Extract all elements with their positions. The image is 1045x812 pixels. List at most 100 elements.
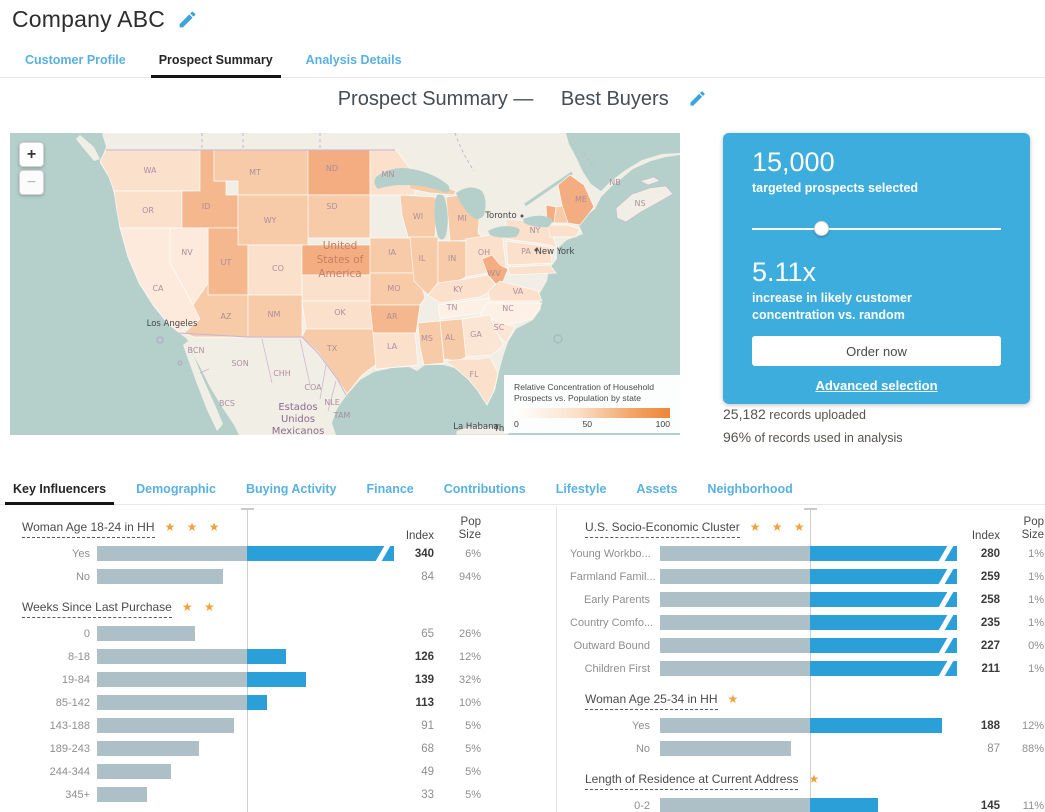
tab-prospect-summary[interactable]: Prospect Summary: [150, 53, 281, 78]
index-value: 87: [987, 742, 1000, 755]
influencer-attribute-title[interactable]: U.S. Socio-Economic Cluster: [585, 520, 740, 538]
map-region-label: WY: [264, 216, 277, 225]
map-region-label: COA: [304, 383, 322, 392]
summary-title-prefix: Prospect Summary —: [337, 88, 534, 110]
index-bar: [660, 718, 960, 733]
influencer-row: No 84 94%: [0, 565, 548, 588]
importance-stars: ★ ★ ★: [164, 520, 224, 534]
bar-truncation-break: [938, 591, 954, 608]
legend-tick-100: 100: [655, 419, 670, 430]
importance-stars: ★: [808, 772, 824, 786]
pop-size-value: 1%: [1028, 547, 1044, 560]
page-title: Company ABC: [12, 6, 166, 32]
influencer-tab-assets[interactable]: Assets: [636, 482, 678, 496]
influencer-tab-contributions[interactable]: Contributions: [443, 482, 526, 496]
influencer-attribute-title[interactable]: Weeks Since Last Purchase: [22, 600, 172, 618]
influencer-row: Early Parents 258 1%: [570, 588, 1045, 611]
index-bar: [97, 545, 397, 562]
index-bar: [97, 672, 397, 687]
row-label: Yes: [632, 719, 650, 732]
pop-size-value: 1%: [1028, 593, 1044, 606]
pop-size-value: 5%: [465, 765, 481, 778]
legend-tick-50: 50: [582, 419, 592, 430]
index-value: 211: [981, 662, 1000, 675]
map-legend: Relative Concentration of Household Pros…: [504, 375, 680, 433]
map-region-label: VA: [513, 287, 524, 296]
importance-stars: ★: [727, 692, 743, 706]
influencer-row: Yes 188 12%: [570, 714, 1045, 737]
index-bar-overage: [247, 672, 306, 687]
influencer-row: 85-142 113 10%: [0, 691, 548, 714]
row-label: 244-344: [49, 765, 90, 778]
prospects-slider-handle[interactable]: [813, 220, 829, 236]
influencer-tab-neighborhood[interactable]: Neighborhood: [707, 482, 793, 496]
row-label: Young Workbo...: [570, 547, 651, 560]
lift-label: increase in likely customer concentratio…: [752, 290, 912, 322]
slider-track[interactable]: [752, 227, 1001, 230]
index-bar-overage: [247, 545, 394, 562]
influencer-tab-lifestyle[interactable]: Lifestyle: [555, 482, 607, 496]
map-region-label: MI: [457, 214, 466, 223]
map-zoom-in-button[interactable]: +: [19, 142, 44, 167]
prospects-slider[interactable]: [752, 220, 1001, 237]
row-label: 8-18: [67, 650, 90, 663]
index-bar-overage: [810, 637, 957, 654]
index-value: 280: [980, 547, 1000, 560]
map-region-label: CA: [152, 284, 164, 293]
map-region-label: OK: [334, 308, 346, 317]
edit-segment-name-icon[interactable]: [688, 89, 707, 108]
map-region-label: IN: [448, 254, 456, 263]
pop-size-value: 26%: [458, 627, 481, 640]
index-bar-overage: [810, 568, 957, 585]
state-shapes: [99, 149, 595, 406]
us-choropleth-map[interactable]: WA OR CA NV ID UT MT WY CO ND SD MN WI MI IA IL IN OH MO AR…: [10, 133, 680, 435]
pop-size-value: 5%: [465, 742, 481, 755]
tab-analysis-details[interactable]: Analysis Details: [305, 53, 402, 67]
map-region-label: WI: [413, 212, 423, 221]
pop-size-value: 1%: [1028, 570, 1044, 583]
summary-segment-name: Best Buyers: [560, 88, 669, 110]
legend-tick-0: 0: [514, 419, 519, 430]
row-label: 0: [83, 627, 90, 640]
row-label: 19-84: [61, 673, 90, 686]
map-region-label: Estados: [278, 402, 317, 413]
bar-truncation-break: [938, 568, 954, 585]
index-column-header: Index: [971, 530, 1000, 542]
influencer-attribute-title[interactable]: Woman Age 25-34 in HH: [585, 692, 718, 710]
map-region-label: IA: [388, 248, 396, 257]
map-region-label: NV: [181, 248, 193, 257]
map-region-label: CHH: [273, 369, 291, 378]
map-region-label: CO: [272, 264, 284, 273]
influencer-attribute-title[interactable]: Woman Age 18-24 in HH: [22, 520, 155, 538]
pop-size-value: 0%: [1028, 639, 1044, 652]
map-region-label: MN: [382, 170, 395, 179]
records-used-value: 96%: [723, 429, 752, 445]
index-value: 227: [980, 639, 1000, 652]
map-region-label: OH: [478, 248, 490, 257]
advanced-selection-link[interactable]: Advanced selection: [815, 378, 938, 393]
influencer-row: Farmland Famil... 259 1%: [570, 565, 1045, 588]
influencer-row: Country Comfo... 235 1%: [570, 611, 1045, 634]
map-region-label: ME: [575, 195, 587, 204]
order-now-button[interactable]: Order now: [752, 336, 1001, 366]
index-bar: [660, 798, 960, 812]
legend-gradient-bar: [514, 408, 670, 419]
pop-size-value: 6%: [465, 547, 481, 560]
influencer-tab-demographic[interactable]: Demographic: [136, 482, 216, 496]
influencer-attribute-title[interactable]: Length of Residence at Current Address: [585, 772, 799, 790]
pop-size-value: 32%: [458, 673, 481, 686]
index-value: 235: [980, 616, 1000, 629]
tab-customer-profile[interactable]: Customer Profile: [25, 53, 126, 67]
influencer-tab-key-influencers[interactable]: Key Influencers: [4, 482, 115, 505]
edit-company-name-icon[interactable]: [177, 9, 198, 30]
chart-column-divider: [556, 506, 557, 812]
influencer-tab-buying-activity[interactable]: Buying Activity: [245, 482, 337, 496]
map-zoom-out-button[interactable]: −: [19, 170, 44, 195]
map-region-label: SD: [326, 202, 337, 211]
map-city-label: Los Angeles: [147, 319, 198, 329]
selection-panel: 15,000 targeted prospects selected 5.11x…: [723, 133, 1030, 404]
index-100-gridline: [804, 508, 817, 812]
pop-size-value: 1%: [1028, 616, 1044, 629]
influencer-tab-finance[interactable]: Finance: [366, 482, 414, 496]
index-value: 49: [421, 765, 434, 778]
